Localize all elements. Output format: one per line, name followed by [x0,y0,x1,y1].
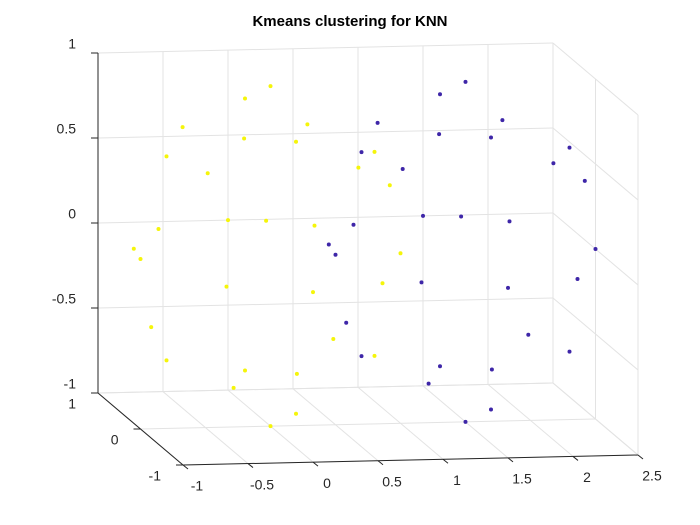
point [526,332,531,337]
point [582,178,587,183]
point [231,385,236,390]
x-tick-label: 1 [453,472,461,488]
point [149,325,154,330]
chart-title: Kmeans clustering for KNN [252,13,447,30]
grid-line [552,42,639,116]
tick-mark [247,463,254,468]
point [180,125,185,130]
point [438,364,442,369]
x-tick-label: 0 [323,475,331,491]
x-tick-label: 1.5 [512,471,532,487]
point [294,371,299,376]
point [463,79,468,84]
point [356,165,361,170]
point [437,132,442,137]
z-tick-label: 1 [68,36,76,52]
y-tick-label: -1 [149,468,162,484]
point [333,252,338,257]
x-tick-label: 0.5 [382,473,402,489]
grid-line [97,212,554,224]
point [489,135,493,140]
tick-mark [377,460,384,466]
point [575,276,580,281]
point [593,247,598,251]
point [567,145,572,150]
point [268,84,273,89]
point [326,242,331,247]
point [242,136,247,141]
tick-mark [442,458,449,464]
grid-line [140,418,596,430]
x-tick-label: 2.5 [642,468,662,484]
point [351,222,356,227]
point [268,424,273,429]
y-tick-label: 0 [111,432,119,448]
point [438,92,442,97]
point [131,246,136,251]
point [344,320,349,325]
point [331,337,336,342]
point [398,251,403,256]
point [226,218,230,223]
point [205,171,210,176]
point [500,118,505,123]
tick-mark [312,461,319,467]
grid-line [97,42,554,54]
x-tick-label: 2 [583,469,591,485]
point [359,354,364,359]
point [294,139,298,144]
point [387,183,392,188]
point [243,96,247,101]
point [164,154,169,159]
tick-mark [572,456,579,461]
x-tick-label: -0.5 [250,476,274,492]
z-tick-label: 0 [68,206,76,222]
z-tick-label: 0.5 [57,121,77,137]
grid-line [97,297,554,309]
point [421,213,425,218]
grid-line [552,297,639,371]
point [507,219,512,224]
point [551,161,556,166]
point [567,349,572,354]
point [359,150,364,155]
grid-line [552,382,639,456]
point [372,353,377,358]
grid-line [97,382,554,394]
point [506,285,510,290]
point [311,290,315,295]
point [426,381,431,386]
grid-line [552,127,639,201]
point [305,122,310,127]
x-tick-label: -1 [191,478,204,494]
point [459,214,464,219]
point [419,280,424,285]
point [264,218,269,223]
point [489,367,494,372]
point [312,223,317,228]
tick-mark [182,464,189,470]
point [243,368,247,373]
z-tick-label: -0.5 [52,291,76,307]
y-tick-label: 1 [68,396,76,412]
axis-line [182,454,639,466]
point [463,419,468,424]
z-tick-label: -1 [64,376,77,392]
point [489,407,493,412]
point [380,281,385,286]
point [224,284,229,289]
point [138,257,143,261]
tick-mark [507,457,514,463]
point [400,166,405,171]
point [375,120,380,125]
grid-line [97,127,554,139]
point [156,227,161,232]
point [372,149,377,154]
point [294,411,298,416]
tick-mark [637,454,644,460]
point [164,358,169,363]
